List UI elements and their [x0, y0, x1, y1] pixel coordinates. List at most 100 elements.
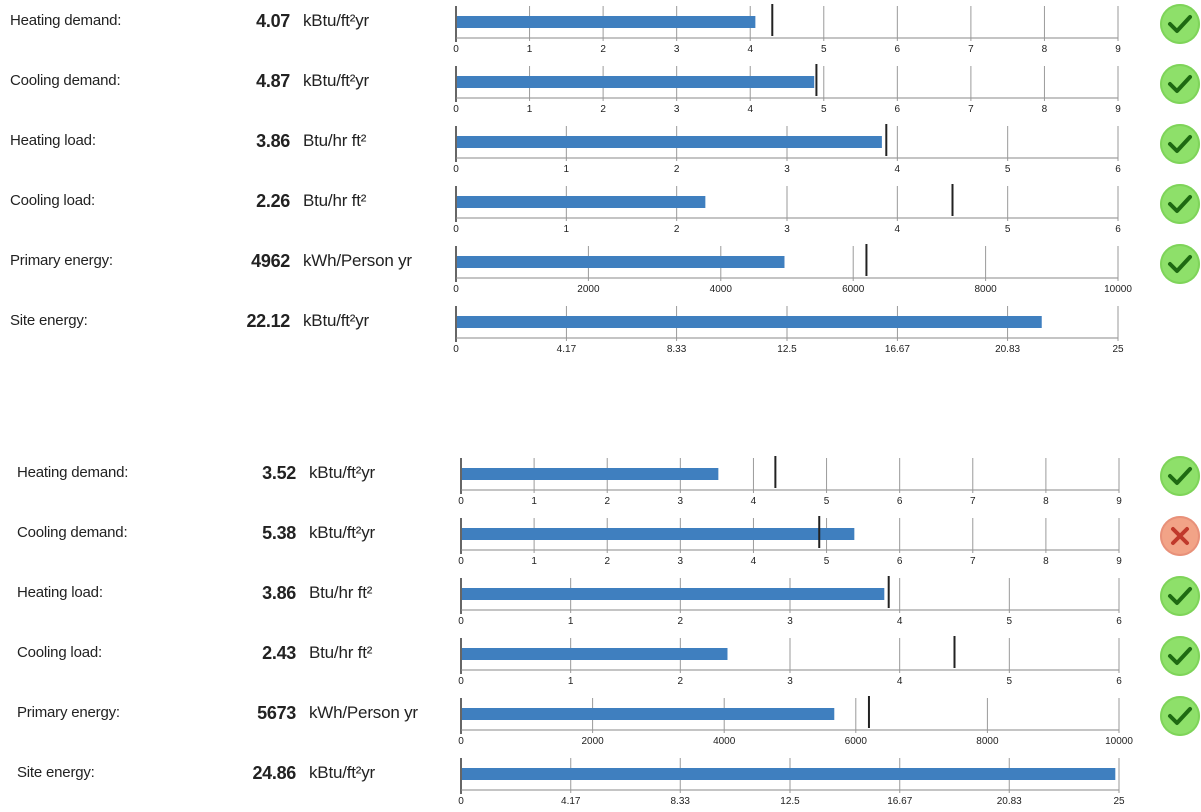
metric-label: Cooling load: — [17, 644, 102, 661]
tick-label: 0 — [453, 44, 459, 55]
tick-label: 1 — [531, 496, 537, 507]
bar-chart-heating-demand: 0 1 2 3 4 5 6 7 8 9 — [458, 456, 1122, 507]
tick-label: 4000 — [713, 736, 736, 747]
bar-chart-cooling-load: 0 1 2 3 4 5 6 — [453, 184, 1121, 235]
tick-label: 9 — [1116, 556, 1122, 567]
tick-label: 3 — [784, 164, 790, 175]
metric-unit: kBtu/ft²yr — [303, 11, 370, 30]
tick-label: 2 — [674, 224, 680, 235]
tick-label: 6 — [895, 44, 901, 55]
tick-label: 7 — [970, 496, 976, 507]
metric-label: Cooling load: — [10, 192, 95, 209]
bar-chart-site-energy: 0 4.17 8.33 12.5 16.67 20.83 25 — [453, 306, 1124, 355]
tick-label: 6 — [1115, 224, 1121, 235]
tick-label: 5 — [821, 44, 827, 55]
tick-label: 2000 — [577, 284, 600, 295]
check-icon — [1160, 244, 1200, 284]
tick-label: 1 — [564, 164, 570, 175]
metric-unit: kBtu/ft²yr — [309, 463, 376, 482]
tick-label: 0 — [453, 224, 459, 235]
metric-unit: kBtu/ft²yr — [309, 523, 376, 542]
metric-row-cooling-load: Cooling load: 2.26 Btu/hr ft² 0 1 2 3 4 5 6 — [0, 180, 1201, 240]
tick-label: 8000 — [976, 736, 999, 747]
tick-label: 16.67 — [887, 796, 912, 807]
metric-value: 24.86 — [252, 763, 296, 783]
value-bar — [462, 768, 1116, 780]
tick-label: 3 — [678, 496, 684, 507]
tick-label: 1 — [568, 676, 574, 687]
tick-label: 9 — [1115, 44, 1121, 55]
metric-row-primary-energy: Primary energy: 4962 kWh/Person yr 0 2000 400… — [0, 240, 1201, 300]
tick-label: 0 — [458, 556, 464, 567]
value-bar — [462, 708, 835, 720]
tick-label: 4.17 — [561, 796, 581, 807]
metric-row-cooling-load: Cooling load: 2.43 Btu/hr ft² 0 1 2 3 4 5 6 — [0, 632, 1201, 692]
tick-label: 1 — [527, 104, 533, 115]
tick-label: 5 — [1005, 224, 1011, 235]
tick-label: 0 — [458, 736, 464, 747]
tick-label: 4 — [751, 556, 757, 567]
tick-label: 3 — [678, 556, 684, 567]
tick-label: 2 — [604, 496, 610, 507]
metric-row-site-energy: Site energy: 24.86 kBtu/ft²yr 0 4.17 8.33 12.5… — [0, 752, 1201, 812]
metric-value: 4962 — [251, 251, 290, 271]
tick-label: 6 — [897, 556, 903, 567]
metric-row-cooling-demand: Cooling demand: 5.38 kBtu/ft²yr 0 1 2 3 4 5 6 7 8 9 — [0, 512, 1201, 572]
check-icon — [1160, 636, 1200, 676]
tick-label: 0 — [453, 164, 459, 175]
tick-label: 4 — [747, 104, 753, 115]
metric-value: 4.87 — [256, 71, 290, 91]
tick-label: 2 — [678, 676, 684, 687]
value-bar — [457, 76, 815, 88]
value-bar — [462, 528, 855, 540]
metric-label: Primary energy: — [10, 252, 113, 269]
tick-label: 8 — [1042, 104, 1048, 115]
tick-label: 8.33 — [667, 344, 687, 355]
metric-row-heating-demand: Heating demand: 3.52 kBtu/ft²yr 0 1 2 3 4 5 6 7 8 9 — [0, 452, 1201, 512]
tick-label: 4 — [751, 496, 757, 507]
cross-icon — [1160, 516, 1200, 556]
metric-unit: Btu/hr ft² — [309, 583, 373, 602]
tick-label: 6000 — [845, 736, 868, 747]
metric-label: Site energy: — [17, 764, 95, 781]
check-icon — [1160, 184, 1200, 224]
tick-label: 12.5 — [780, 796, 800, 807]
tick-label: 7 — [968, 44, 974, 55]
tick-label: 6000 — [842, 284, 865, 295]
tick-label: 8 — [1042, 44, 1048, 55]
tick-label: 7 — [968, 104, 974, 115]
value-bar — [462, 648, 728, 660]
tick-label: 3 — [674, 44, 680, 55]
tick-label: 8 — [1043, 496, 1049, 507]
bar-chart-cooling-load: 0 1 2 3 4 5 6 — [458, 636, 1122, 687]
check-icon — [1160, 4, 1200, 44]
tick-label: 10000 — [1104, 284, 1132, 295]
metric-label: Heating demand: — [10, 12, 122, 29]
tick-label: 6 — [1115, 164, 1121, 175]
tick-label: 10000 — [1105, 736, 1133, 747]
metric-value: 5673 — [257, 703, 296, 723]
tick-label: 4 — [747, 44, 753, 55]
tick-label: 0 — [453, 344, 459, 355]
bar-chart-cooling-demand: 0 1 2 3 4 5 6 7 8 9 — [458, 516, 1122, 567]
tick-label: 25 — [1113, 796, 1125, 807]
bar-chart-heating-load: 0 1 2 3 4 5 6 — [458, 576, 1122, 627]
tick-label: 25 — [1112, 344, 1124, 355]
metric-unit: Btu/hr ft² — [303, 191, 367, 210]
metric-value: 3.86 — [262, 583, 296, 603]
tick-label: 3 — [787, 616, 793, 627]
tick-label: 1 — [564, 224, 570, 235]
tick-label: 4 — [897, 616, 903, 627]
bar-chart-heating-load: 0 1 2 3 4 5 6 — [453, 124, 1121, 175]
check-icon — [1160, 64, 1200, 104]
check-icon — [1160, 696, 1200, 736]
metric-row-heating-demand: Heating demand: 4.07 kBtu/ft²yr 0 1 2 3 4 5 6 7 8 9 — [0, 0, 1201, 60]
bar-chart-cooling-demand: 0 1 2 3 4 5 6 7 8 9 — [453, 64, 1121, 115]
tick-label: 6 — [1116, 676, 1122, 687]
tick-label: 0 — [458, 676, 464, 687]
tick-label: 6 — [1116, 616, 1122, 627]
tick-label: 6 — [895, 104, 901, 115]
value-bar — [457, 136, 882, 148]
metric-value: 4.07 — [256, 11, 290, 31]
bar-chart-primary-energy: 0 2000 4000 6000 8000 10000 — [458, 696, 1133, 747]
